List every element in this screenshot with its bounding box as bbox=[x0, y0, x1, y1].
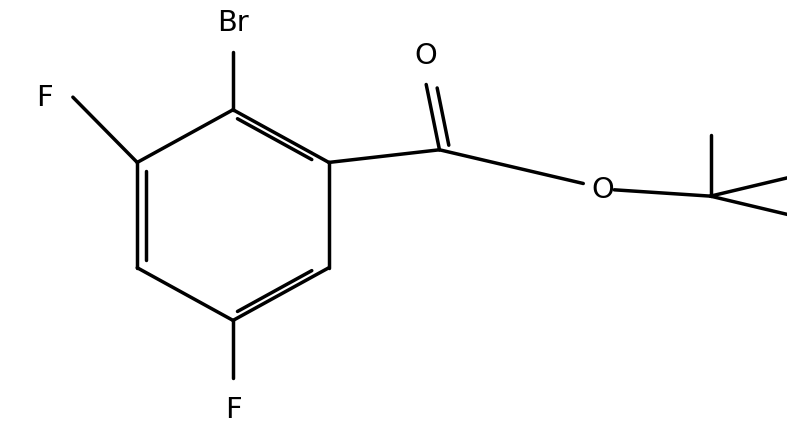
Text: F: F bbox=[225, 394, 241, 423]
Text: F: F bbox=[36, 84, 54, 112]
Text: O: O bbox=[592, 176, 615, 203]
Text: O: O bbox=[414, 42, 437, 70]
Text: Br: Br bbox=[217, 9, 249, 37]
